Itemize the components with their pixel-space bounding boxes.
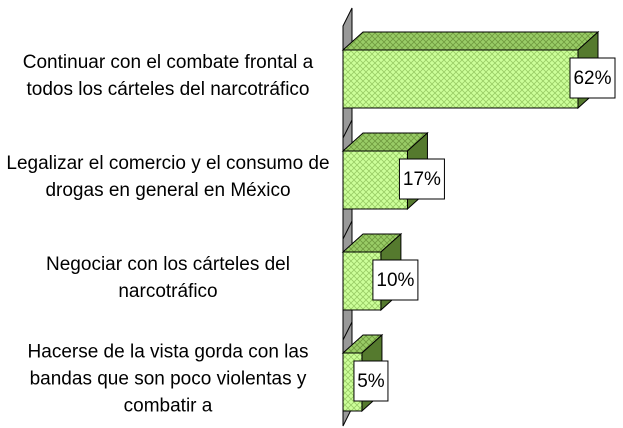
value-label: 17% [403,169,441,190]
value-label: 62% [573,68,611,89]
value-label: 10% [376,270,414,291]
bar [341,30,600,110]
category-label: Continuar con el combate frontal a todos… [22,52,314,100]
value-label-box [372,259,419,301]
value-label: 5% [357,371,385,392]
category-label: Legalizar el comercio y el consumo de dr… [6,153,330,201]
category-label: Hacerse de la vista gorda con las bandas… [27,341,309,417]
category-tick [342,119,353,139]
category-tick [342,220,353,240]
value-label-box [569,57,616,99]
category-tick [342,321,353,341]
category-label: Negociar con los cárteles del narcotráfi… [46,254,290,302]
value-label-box [398,158,445,200]
value-label-box [353,360,389,402]
